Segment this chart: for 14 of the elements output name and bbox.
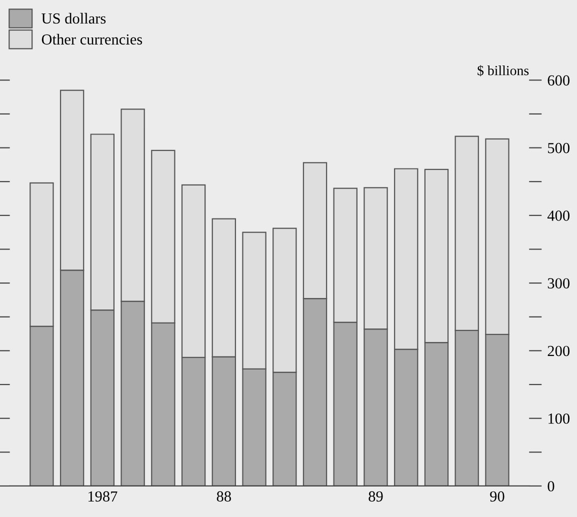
x-tick-label: 1987 bbox=[88, 491, 118, 502]
y-tick-label: 400 bbox=[547, 210, 570, 221]
legend-label: US dollars bbox=[42, 12, 106, 24]
x-tick-label: 88 bbox=[216, 491, 231, 502]
y-tick-label: 600 bbox=[548, 75, 570, 86]
y-tick-label: 200 bbox=[548, 346, 570, 356]
y-tick-label: 300 bbox=[548, 278, 570, 289]
x-tick-label: 89 bbox=[368, 491, 383, 502]
y-tick-label: 100 bbox=[548, 413, 570, 424]
y-tick-label: 500 bbox=[548, 142, 570, 154]
x-tick-label: 90 bbox=[490, 491, 504, 502]
y-tick-label: 0 bbox=[548, 481, 554, 492]
y-axis-title: $ billions bbox=[478, 65, 529, 76]
legend-label: Other currencies bbox=[42, 34, 142, 45]
